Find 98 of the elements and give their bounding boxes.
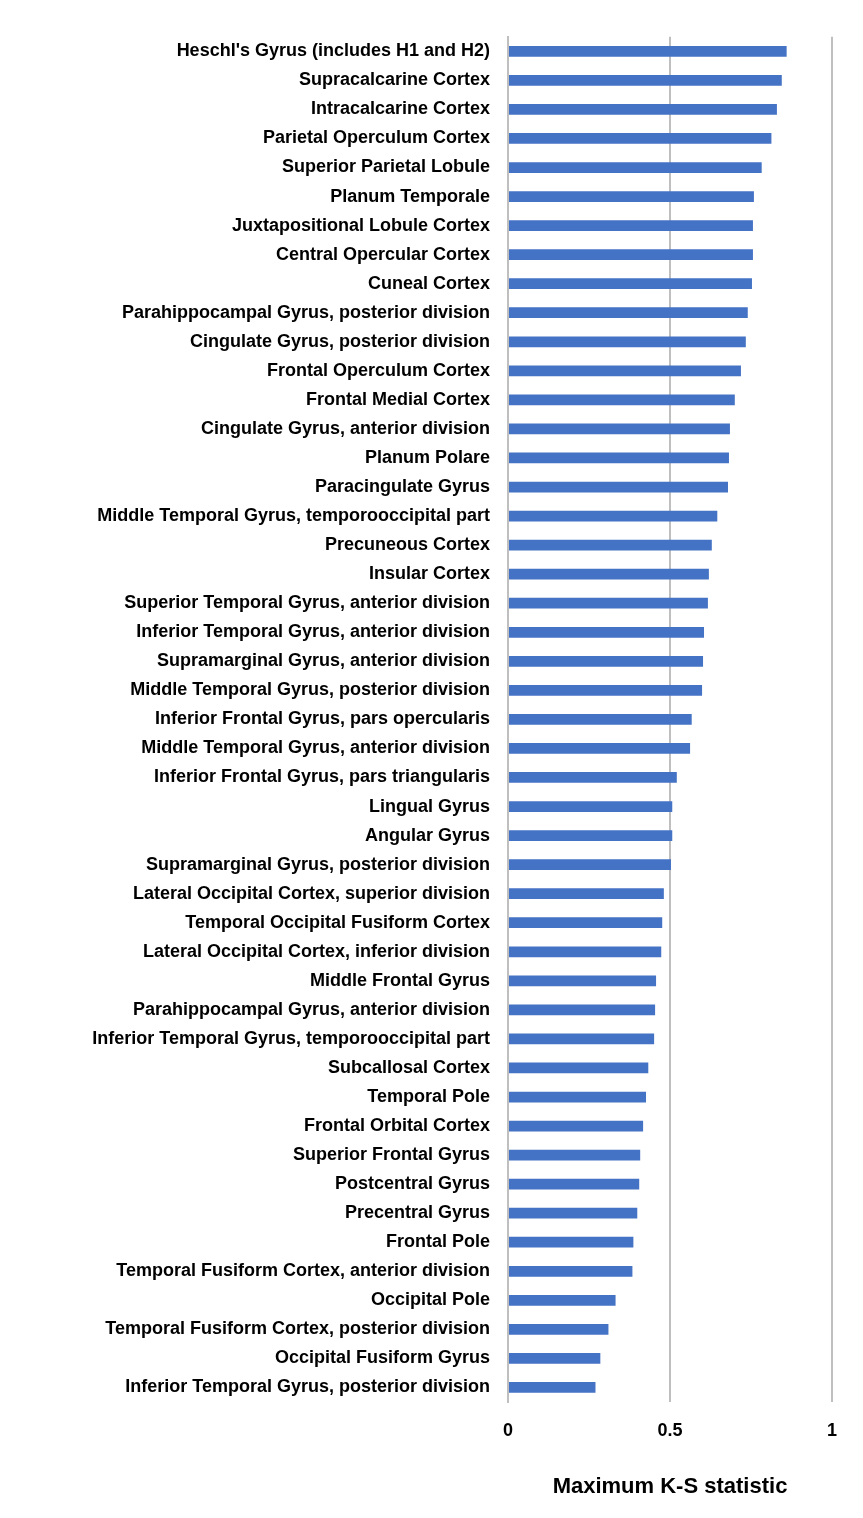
- y-tick-label: Precentral Gyrus: [344, 1202, 490, 1223]
- y-tick-label: Lingual Gyrus: [368, 795, 490, 816]
- bar: [509, 365, 741, 377]
- y-tick-label: Parahippocampal Gyrus, posterior division: [121, 301, 490, 322]
- bar: [509, 1265, 633, 1277]
- y-tick-label: Frontal Orbital Cortex: [303, 1115, 490, 1136]
- y-tick-label: Lateral Occipital Cortex, inferior division: [142, 940, 490, 961]
- y-tick-label: Middle Frontal Gyrus: [309, 969, 490, 990]
- bar: [509, 220, 753, 231]
- y-tick-label: Parietal Operculum Cortex: [262, 127, 490, 148]
- y-tick-label: Occipital Pole: [370, 1289, 490, 1310]
- bar: [509, 452, 729, 464]
- x-axis-title: Maximum K-S statistic: [552, 1472, 788, 1498]
- bar: [509, 1294, 616, 1306]
- bar: [509, 917, 663, 929]
- bar: [509, 772, 677, 783]
- bar: [509, 278, 752, 290]
- y-tick-label: Temporal Fusiform Cortex, anterior division: [116, 1260, 490, 1281]
- y-tick-label: Precuneous Cortex: [324, 534, 490, 555]
- y-tick-label: Middle Temporal Gyrus, posterior division: [130, 679, 490, 700]
- bar: [509, 830, 673, 841]
- y-tick-label: Heschl's Gyrus (includes H1 and H2): [176, 40, 490, 61]
- bar: [509, 743, 691, 754]
- bar: [509, 655, 704, 667]
- bar: [509, 714, 692, 725]
- bar: [509, 1091, 647, 1103]
- bar: [509, 75, 782, 86]
- y-tick-label: Supramarginal Gyrus, anterior division: [156, 650, 490, 671]
- bar: [509, 249, 753, 261]
- bar: [509, 1149, 641, 1161]
- bar: [509, 1120, 644, 1132]
- bar: [509, 684, 703, 696]
- bar: [509, 1382, 596, 1393]
- bar: [509, 1207, 638, 1219]
- bar: [509, 1353, 601, 1364]
- y-tick-label: Inferior Frontal Gyrus, pars opercularis: [154, 708, 490, 729]
- bar: [509, 975, 657, 987]
- y-tick-label: Angular Gyrus: [364, 824, 490, 845]
- y-tick-label: Central Opercular Cortex: [275, 243, 490, 264]
- y-tick-label: Middle Temporal Gyrus, temporooccipital part: [97, 505, 490, 526]
- bar: [509, 191, 754, 202]
- y-tick-label: Superior Parietal Lobule: [281, 156, 490, 177]
- y-tick-label: Superior Frontal Gyrus: [292, 1144, 490, 1165]
- bar: [509, 859, 671, 871]
- y-tick-label: Inferior Temporal Gyrus, posterior division: [125, 1376, 490, 1397]
- y-tick-label: Subcallosal Cortex: [327, 1056, 490, 1077]
- bar: [509, 45, 787, 57]
- y-tick-label: Cuneal Cortex: [367, 272, 490, 293]
- y-tick-label: Frontal Medial Cortex: [305, 388, 490, 409]
- y-tick-label: Parahippocampal Gyrus, anterior division: [132, 998, 490, 1019]
- y-tick-label: Middle Temporal Gyrus, anterior division: [141, 737, 490, 758]
- bar: [509, 162, 762, 173]
- bar: [509, 539, 712, 551]
- bar: [509, 510, 718, 522]
- y-tick-label: Supracalcarine Cortex: [298, 69, 490, 90]
- y-tick-label: Inferior Temporal Gyrus, anterior division: [136, 621, 490, 642]
- y-tick-label: Inferior Frontal Gyrus, pars triangularis: [153, 766, 490, 787]
- x-tick-label: 0.5: [657, 1419, 683, 1440]
- bar: [509, 597, 708, 609]
- bar: [509, 133, 772, 144]
- bar: [509, 888, 664, 900]
- bar: [509, 1033, 655, 1045]
- bar: [509, 423, 730, 435]
- y-tick-label: Insular Cortex: [368, 563, 490, 584]
- bar: [509, 104, 777, 115]
- bar: [509, 946, 662, 958]
- y-tick-label: Temporal Pole: [367, 1085, 490, 1106]
- bar: [509, 1062, 649, 1074]
- y-tick-label: Temporal Fusiform Cortex, posterior division: [105, 1318, 490, 1339]
- bar: [509, 1178, 640, 1190]
- bar: [509, 626, 705, 638]
- bar: [509, 481, 728, 493]
- y-tick-label: Paracingulate Gyrus: [314, 475, 490, 496]
- y-tick-label: Planum Temporale: [330, 185, 490, 206]
- bar: [509, 1004, 656, 1016]
- y-tick-label: Intracalcarine Cortex: [310, 98, 490, 119]
- bar: [509, 1236, 634, 1248]
- y-tick-label: Lateral Occipital Cortex, superior division: [132, 882, 490, 903]
- y-tick-label: Supramarginal Gyrus, posterior division: [145, 853, 490, 874]
- y-tick-label: Temporal Occipital Fusiform Cortex: [185, 911, 490, 932]
- bar: [509, 307, 748, 319]
- y-tick-label: Frontal Operculum Cortex: [266, 359, 490, 380]
- y-tick-label: Inferior Temporal Gyrus, temporooccipital part: [92, 1027, 490, 1048]
- bar: [509, 801, 673, 812]
- y-tick-label: Postcentral Gyrus: [334, 1173, 490, 1194]
- bar: [509, 1324, 609, 1335]
- y-tick-label: Cingulate Gyrus, anterior division: [200, 417, 490, 438]
- y-tick-label: Occipital Fusiform Gyrus: [274, 1347, 490, 1368]
- x-tick-label: 0: [502, 1419, 514, 1440]
- x-tick-label: 1: [826, 1419, 837, 1440]
- bar: [509, 394, 735, 406]
- y-tick-label: Cingulate Gyrus, posterior division: [189, 330, 490, 351]
- y-tick-label: Juxtapositional Lobule Cortex: [231, 214, 490, 235]
- y-tick-label: Frontal Pole: [385, 1231, 490, 1252]
- y-tick-label: Superior Temporal Gyrus, anterior division: [124, 592, 490, 613]
- bar: [509, 568, 709, 580]
- bar: [509, 336, 746, 348]
- y-tick-label: Planum Polare: [364, 446, 490, 467]
